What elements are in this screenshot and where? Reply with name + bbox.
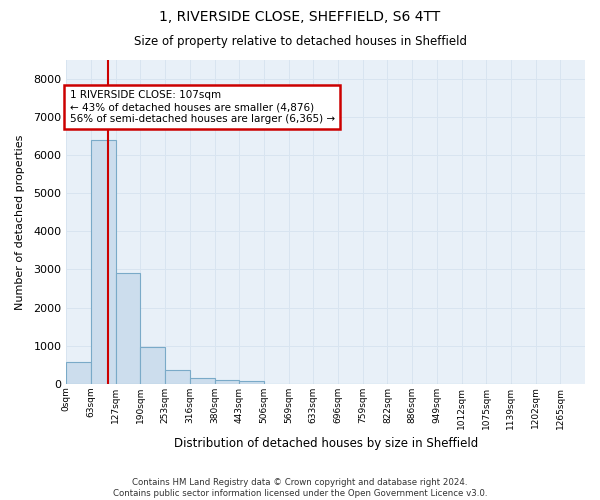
Text: Size of property relative to detached houses in Sheffield: Size of property relative to detached ho…: [133, 35, 467, 48]
Text: 1, RIVERSIDE CLOSE, SHEFFIELD, S6 4TT: 1, RIVERSIDE CLOSE, SHEFFIELD, S6 4TT: [160, 10, 440, 24]
Text: Contains HM Land Registry data © Crown copyright and database right 2024.
Contai: Contains HM Land Registry data © Crown c…: [113, 478, 487, 498]
Y-axis label: Number of detached properties: Number of detached properties: [15, 134, 25, 310]
Bar: [165, 370, 190, 384]
Bar: [239, 382, 264, 384]
X-axis label: Distribution of detached houses by size in Sheffield: Distribution of detached houses by size …: [173, 437, 478, 450]
Bar: [140, 347, 165, 384]
Bar: [91, 140, 116, 384]
Bar: [116, 272, 140, 384]
Bar: [190, 378, 215, 384]
Text: 1 RIVERSIDE CLOSE: 107sqm
← 43% of detached houses are smaller (4,876)
56% of se: 1 RIVERSIDE CLOSE: 107sqm ← 43% of detac…: [70, 90, 335, 124]
Bar: [215, 380, 239, 384]
Bar: [67, 362, 91, 384]
